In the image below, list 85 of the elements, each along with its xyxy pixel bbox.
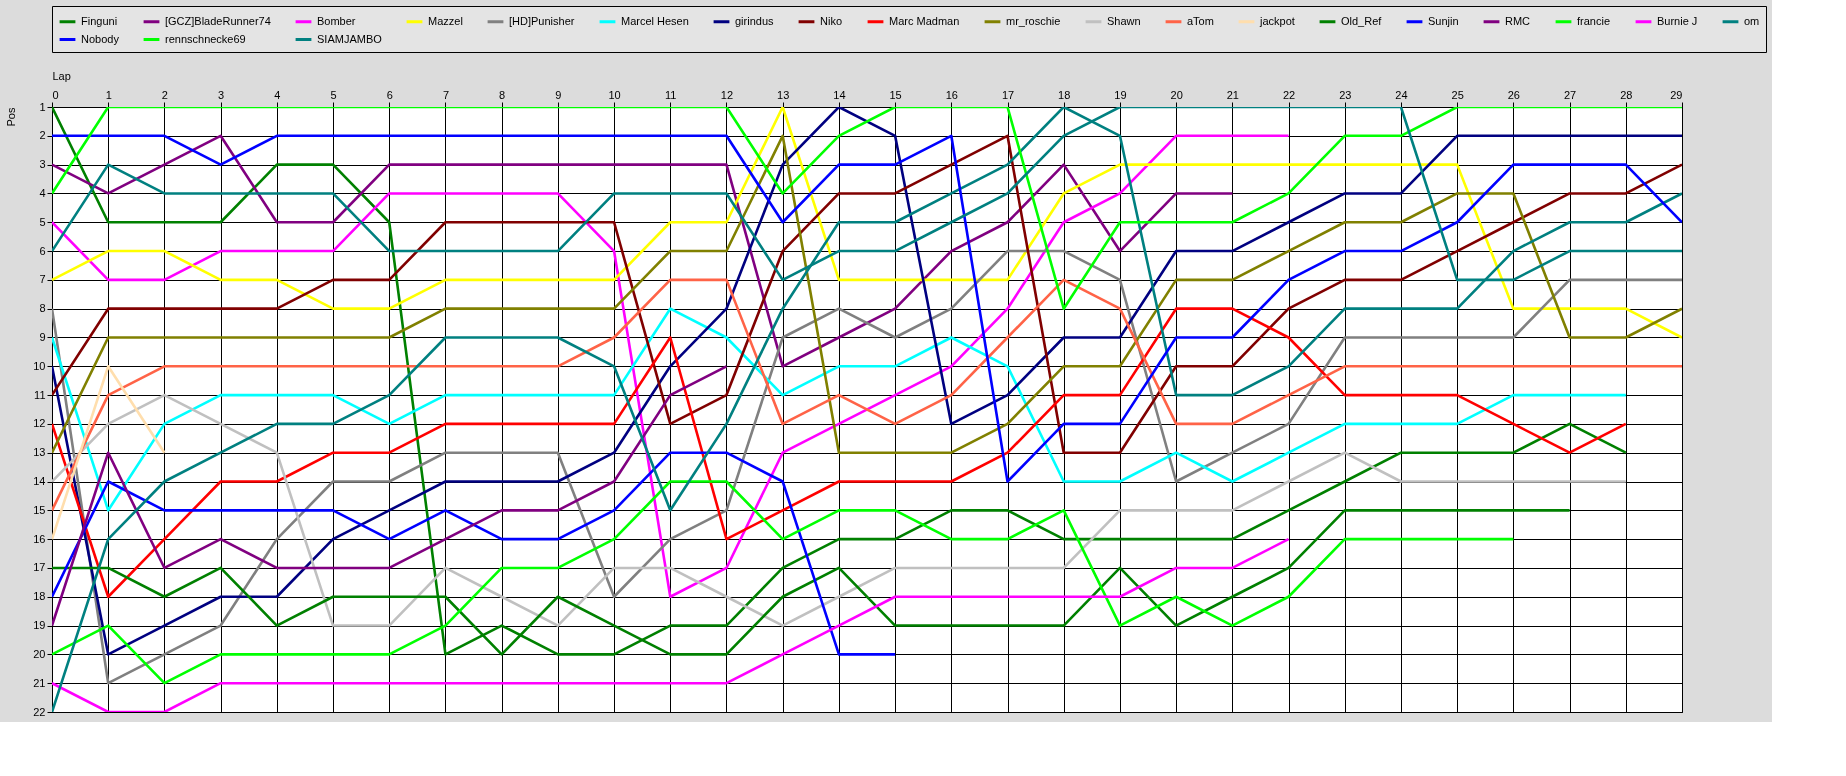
x-tick-label: 14 [833,88,846,101]
y-tick-label: 15 [33,503,46,516]
legend-label: RMC [1505,14,1531,27]
x-tick-label: 16 [945,88,958,101]
x-tick-label: 3 [218,88,225,101]
legend-label: Nobody [81,32,120,45]
x-tick-label: 29 [1670,88,1683,101]
legend-label: Sunjin [1428,14,1459,27]
legend-label: Marcel Hesen [621,14,689,27]
line-series [52,364,728,627]
x-tick-label: 1 [105,88,112,101]
y-tick-label: 1 [39,100,46,113]
line-series [52,537,1290,712]
legend-label: francie [1577,14,1611,27]
y-tick-label: 20 [33,647,46,660]
x-tick-label: 21 [1226,88,1239,101]
line-series [52,307,1628,512]
y-tick-label: 12 [33,417,46,430]
x-tick-label: 22 [1282,88,1296,101]
y-tick-label: 16 [33,532,46,545]
x-tick-label: 9 [555,88,562,101]
line-series [52,307,1628,599]
line-series [52,134,1290,599]
legend-label: Niko [820,14,843,27]
x-tick-label: 12 [720,88,734,101]
line-series [52,134,1234,368]
legend-label: om [1744,14,1760,27]
line-series [52,393,1628,627]
y-tick-label: 2 [39,129,46,142]
x-tick-label: 6 [386,88,393,101]
y-axis-title: Pos [5,107,18,127]
y-tick-label: 13 [33,446,46,459]
x-tick-label: 27 [1563,88,1577,101]
y-tick-label: 11 [34,388,46,401]
x-tick-label: 24 [1395,88,1408,101]
x-tick-label: 2 [161,88,168,101]
x-tick-label: 15 [889,88,902,101]
x-tick-label: 26 [1507,88,1520,101]
line-series [52,480,1515,685]
line-series [52,451,897,656]
legend-label: Mazzel [428,14,463,27]
x-tick-label: 28 [1620,88,1633,101]
legend-label: Bomber [317,14,356,27]
y-tick-label: 5 [39,215,46,228]
legend-label: Burnie J [1657,14,1698,27]
legend-label: aTom [1187,14,1214,27]
x-tick-label: 8 [499,88,506,101]
legend-label: SIAMJAMBO [317,32,383,45]
x-tick-label: 19 [1114,88,1127,101]
legend-label: rennschnecke69 [165,32,246,45]
x-tick-label: 23 [1339,88,1352,101]
legend-label: [GCZ]BladeRunner74 [165,14,271,27]
x-tick-label: 18 [1058,88,1071,101]
y-tick-label: 6 [39,244,46,257]
x-tick-label: 10 [608,88,621,101]
y-tick-label: 18 [33,590,46,603]
x-tick-label: 11 [665,88,677,101]
x-tick-label: 5 [330,88,337,101]
x-axis-title: Lap [52,69,71,82]
y-tick-label: 9 [39,330,46,343]
legend-label: girindus [735,14,775,27]
legend-label: Finguni [81,14,118,27]
y-tick-label: 8 [39,302,46,315]
legend-label: jackpot [1259,14,1295,27]
y-tick-label: 22 [33,705,46,718]
x-tick-label: 4 [274,88,281,101]
y-tick-label: 19 [33,619,46,632]
legend-label: Marc Madman [889,14,960,27]
legend-label: [HD]Punisher [509,14,575,27]
y-tick-label: 7 [39,273,46,286]
legend-label: mr_roschie [1006,14,1061,27]
x-tick-label: 13 [777,88,790,101]
x-tick-label: 17 [1001,88,1015,101]
y-tick-label: 4 [39,186,46,199]
x-tick-label: 7 [442,88,450,101]
x-tick-label: 20 [1170,88,1183,101]
legend-label: Shawn [1107,14,1141,27]
y-tick-label: 14 [33,475,46,488]
y-tick-label: 21 [33,676,46,689]
y-tick-label: 10 [33,359,46,372]
y-tick-label: 17 [33,561,46,574]
y-tick-label: 3 [39,158,46,171]
legend-label: Old_Ref [1341,14,1383,27]
x-tick-label: 25 [1451,88,1464,101]
x-tick-label: 0 [52,88,59,101]
